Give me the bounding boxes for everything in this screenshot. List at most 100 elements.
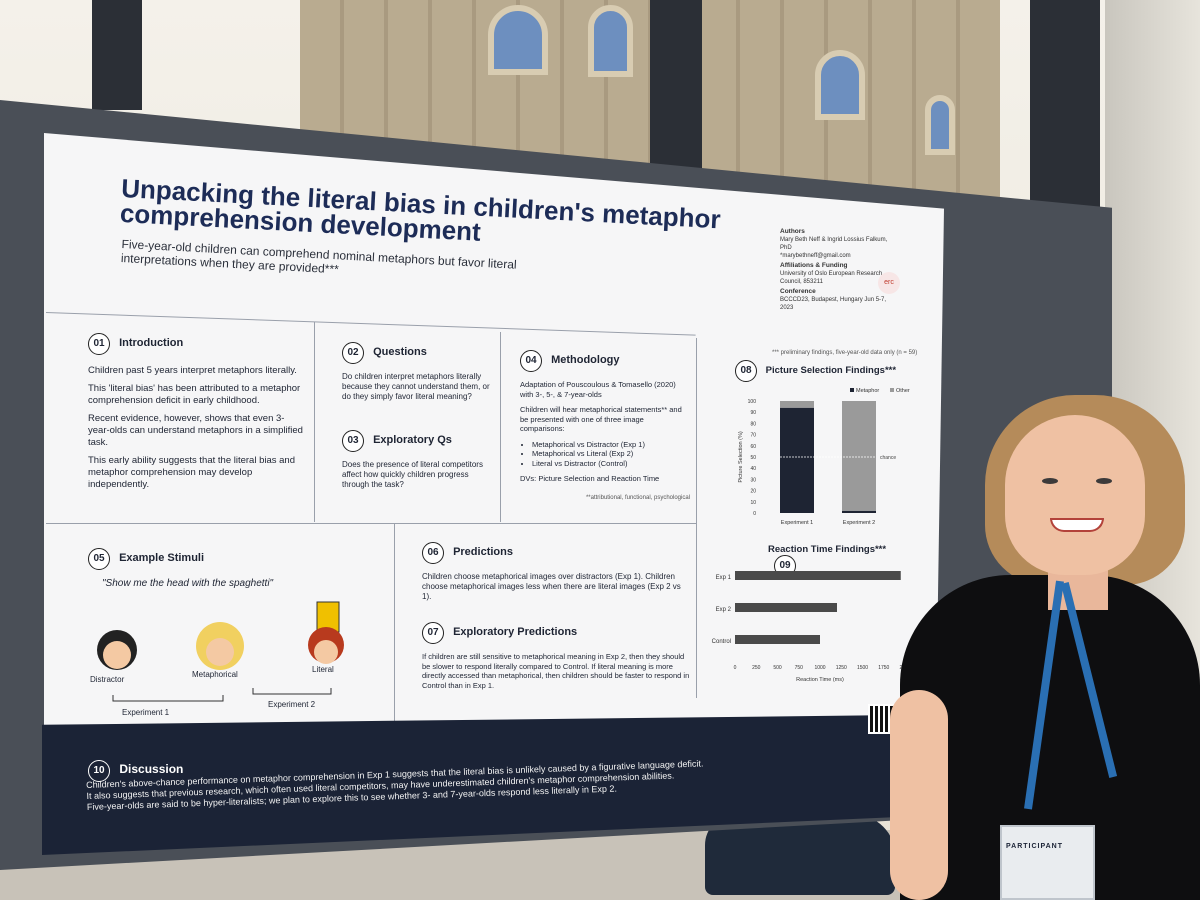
- y-axis-label: Picture Selection (%): [738, 431, 744, 483]
- bar-metaphor: [842, 510, 876, 513]
- x-tick-label: 1000: [814, 665, 825, 671]
- authors: Mary Beth Neff & Ingrid Lossius Falkum, …: [780, 237, 888, 251]
- category-label: Exp 2: [716, 607, 732, 613]
- paragraph: If children are still sensitive to metap…: [422, 652, 690, 690]
- section-title: Exploratory Qs: [373, 434, 452, 446]
- bar-other: [780, 401, 814, 408]
- section-title: Reaction Time Findings***: [768, 544, 887, 555]
- methodology-body: Adaptation of Pouscoulous & Tomasello (2…: [520, 380, 690, 503]
- section-title: Example Stimuli: [119, 552, 205, 564]
- legend-label: Metaphor: [856, 388, 879, 394]
- section-number: 01: [88, 333, 110, 355]
- person-eye: [1042, 478, 1058, 484]
- legend-swatch: [890, 388, 894, 392]
- questions-heading: 02 Questions: [342, 342, 492, 364]
- divider: [696, 338, 697, 698]
- x-tick-label: 0: [734, 665, 737, 671]
- y-tick-label: 70: [750, 433, 756, 439]
- literal-head: [308, 601, 344, 664]
- y-tick-label: 30: [750, 477, 756, 483]
- paragraph: DVs: Picture Selection and Reaction Time: [520, 474, 660, 483]
- funding: University of Oslo European Research Cou…: [780, 271, 883, 285]
- stimulus-label-literal: Literal: [312, 665, 334, 674]
- list-item: Metaphorical vs Literal (Exp 2): [532, 449, 690, 459]
- section-title: Discussion: [119, 762, 184, 776]
- paragraph: Do children interpret metaphors literall…: [342, 372, 490, 401]
- divider: [500, 332, 501, 522]
- introduction-body: Children past 5 years interpret metaphor…: [88, 365, 303, 491]
- distractor-head: [97, 630, 137, 670]
- divider: [314, 322, 315, 522]
- authors-label: Authors: [780, 228, 805, 235]
- discussion-heading: 10 Discussion: [88, 760, 183, 782]
- chance-label: chance: [880, 455, 896, 461]
- author-info: Authors Mary Beth Neff & Ingrid Lossius …: [780, 226, 900, 312]
- conference: BCCCD23, Budapest, Hungary Jun 5-7, 2023: [780, 297, 887, 311]
- building-window: [488, 5, 548, 75]
- predictions-body: Children choose metaphorical images over…: [422, 572, 692, 602]
- list-item: Literal vs Distractor (Control): [532, 459, 690, 469]
- experiment-1-label: Experiment 1: [122, 708, 170, 717]
- introduction-heading: 01 Introduction: [88, 333, 303, 355]
- x-tick-label: 1750: [878, 665, 889, 671]
- section-exploratory-qs: 03 Exploratory Qs Does the presence of l…: [342, 430, 492, 496]
- x-tick-label: 1500: [857, 665, 868, 671]
- section-number: 06: [422, 542, 444, 564]
- exploratory-predictions-heading: 07 Exploratory Predictions: [422, 622, 692, 644]
- erc-logo: erc: [878, 272, 900, 294]
- x-tick-label: 750: [795, 665, 804, 671]
- section-number: 05: [88, 548, 110, 570]
- person-arm: [890, 690, 948, 900]
- picture-selection-chart: 0 10 20 30 40 50 60 70 80 90 100 Picture Selection …: [738, 388, 910, 526]
- name-badge: [1000, 825, 1095, 900]
- bar-reaction-time: [735, 603, 837, 612]
- stimulus-quote: "Show me the head with the spaghetti": [102, 578, 274, 589]
- building-window: [588, 5, 633, 77]
- experiment-2-label: Experiment 2: [268, 700, 316, 709]
- badge-label: PARTICIPANT: [1006, 843, 1064, 850]
- paragraph: Children will hear metaphorical statemen…: [520, 405, 682, 433]
- paragraph: This 'literal bias' has been attributed …: [88, 383, 301, 406]
- bar-other: [842, 401, 876, 511]
- example-stimuli-heading: 05 Example Stimuli: [88, 548, 388, 570]
- x-tick-label: Experiment 2: [843, 520, 875, 526]
- x-tick-label: Experiment 1: [781, 520, 813, 526]
- conference-label: Conference: [780, 288, 816, 295]
- x-tick-label: 1250: [836, 665, 847, 671]
- picture-selection-heading: 08 Picture Selection Findings***: [735, 360, 925, 382]
- section-example-stimuli: 05 Example Stimuli "Show me the head wit…: [88, 548, 388, 589]
- section-number: 07: [422, 622, 444, 644]
- section-title: Exploratory Predictions: [453, 626, 578, 638]
- section-number: 08: [735, 360, 757, 382]
- section-title: Picture Selection Findings***: [765, 365, 897, 376]
- person-face: [1005, 415, 1145, 575]
- person-smile: [1050, 518, 1104, 532]
- section-title: Predictions: [453, 546, 513, 558]
- window-frame: [92, 0, 142, 110]
- bar-metaphor: [780, 407, 814, 513]
- section-title: Methodology: [551, 354, 620, 366]
- section-number: 10: [88, 760, 110, 782]
- stimulus-label-distractor: Distractor: [90, 675, 125, 684]
- paragraph: Children choose metaphorical images over…: [422, 572, 681, 601]
- divider: [46, 523, 696, 524]
- bar-reaction-time: [735, 571, 901, 580]
- metaphorical-head: [196, 622, 244, 670]
- legend-swatch: [850, 388, 854, 392]
- section-title: Introduction: [119, 337, 184, 349]
- predictions-heading: 06 Predictions: [422, 542, 692, 564]
- y-tick-label: 0: [753, 511, 756, 517]
- building-window: [815, 50, 865, 120]
- legend-label: Other: [896, 388, 910, 394]
- comparison-list: Metaphorical vs Distractor (Exp 1) Metap…: [520, 440, 690, 469]
- y-tick-label: 20: [750, 489, 756, 495]
- methodology-heading: 04 Methodology: [520, 350, 690, 372]
- section-number: 03: [342, 430, 364, 452]
- section-number: 04: [520, 350, 542, 372]
- window-frame: [1030, 0, 1100, 210]
- section-number: 02: [342, 342, 364, 364]
- stimuli-illustrations: [97, 601, 344, 702]
- y-tick-label: 100: [748, 399, 757, 405]
- y-tick-label: 40: [750, 466, 756, 472]
- section-predictions: 06 Predictions Children choose metaphori…: [422, 542, 692, 608]
